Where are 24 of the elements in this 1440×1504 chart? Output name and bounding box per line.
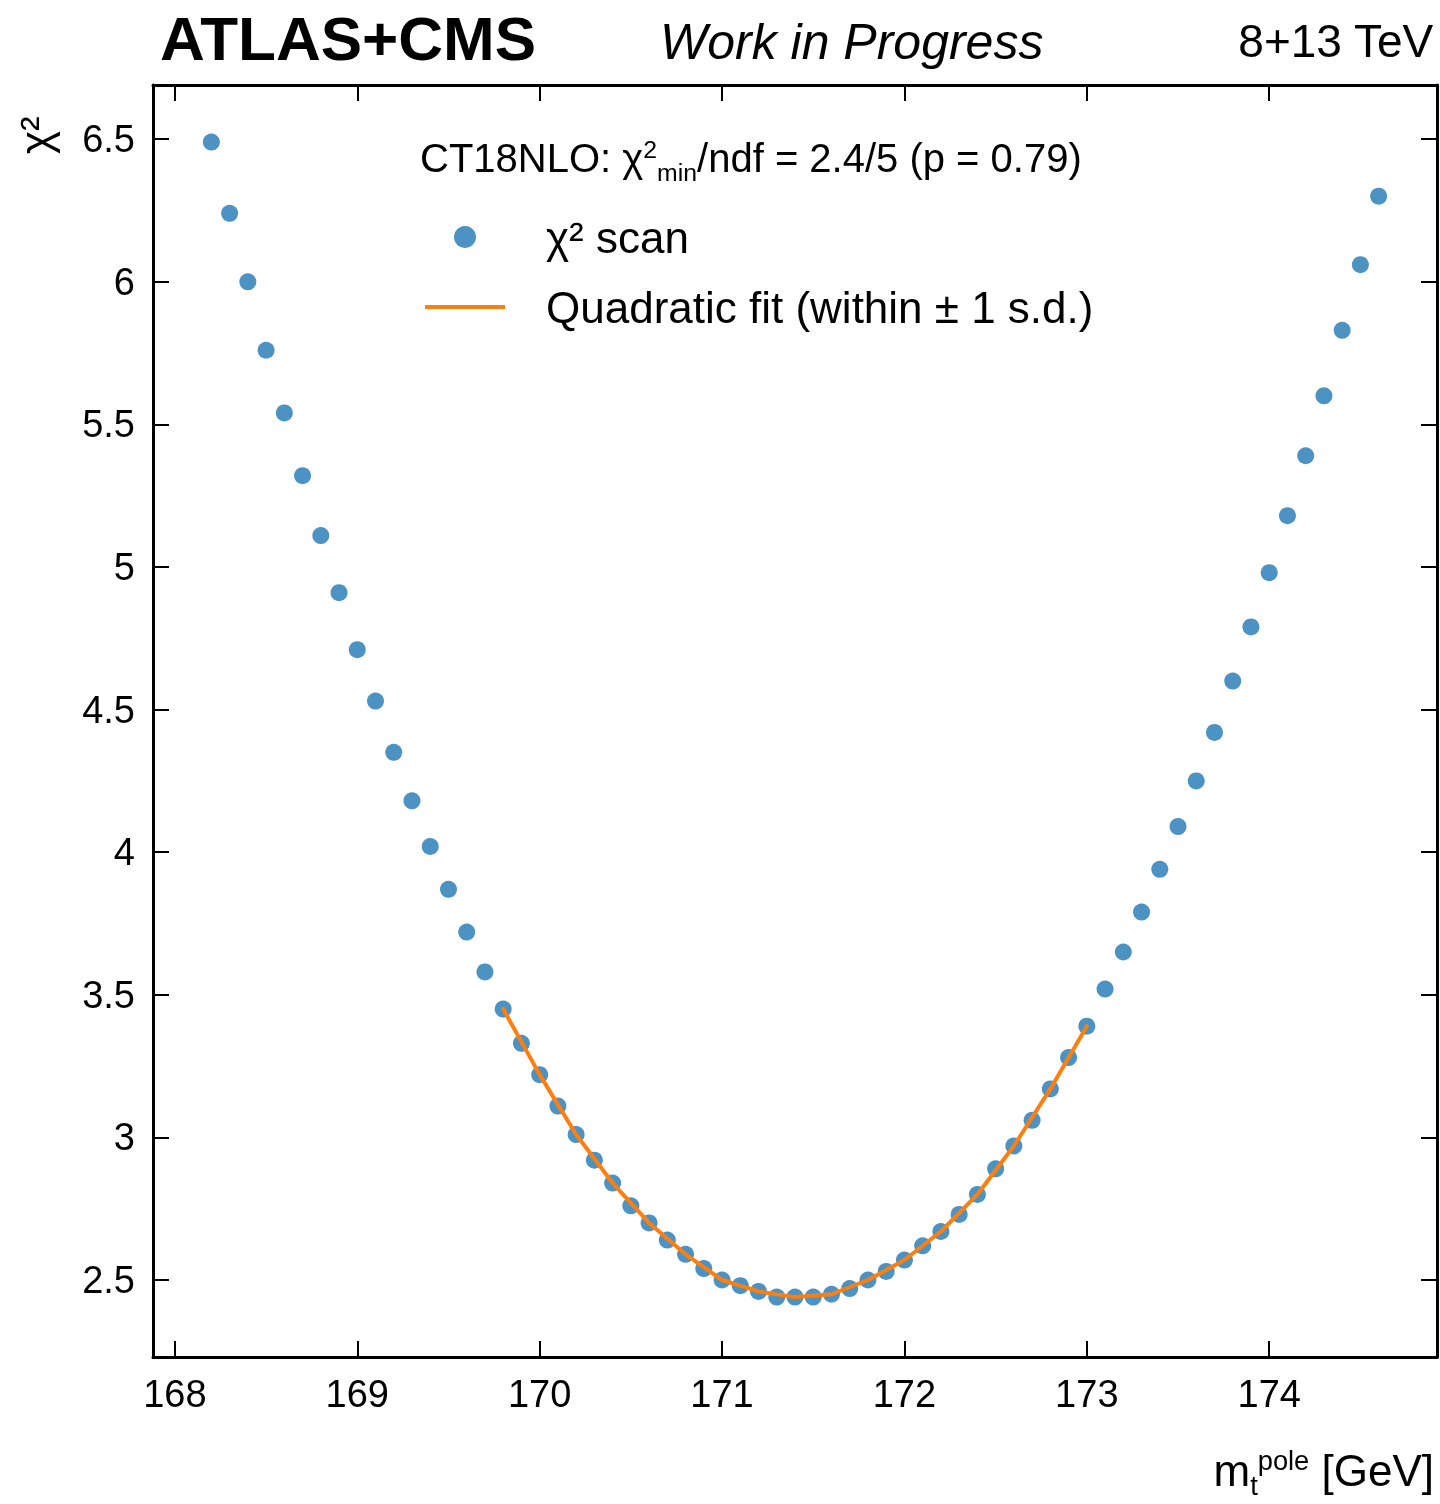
y-tick-label: 5.5 — [82, 403, 135, 446]
legend-title: CT18NLO: χ$^{2}$$_{min}$/ndf = 2.4/5 (p = 0.79) — [420, 136, 1082, 187]
x-tick-label: 174 — [1237, 1373, 1301, 1415]
x-tick-label: 170 — [507, 1373, 572, 1415]
y-axis-title: χ² — [11, 116, 60, 154]
y-tick-label: 3.5 — [82, 973, 135, 1016]
y-tick-label: 6 — [113, 260, 135, 303]
chart-title: ATLAS+CMS — [160, 3, 537, 73]
x-tick-label: 168 — [143, 1373, 207, 1415]
x-tick-label: 169 — [325, 1373, 389, 1415]
y-tick-label: 6.5 — [82, 118, 135, 161]
y-tick-label: 3 — [113, 1116, 135, 1159]
legend-label: Quadratic fit (within ± 1 s.d.) — [546, 282, 1094, 332]
x-tick-label: 173 — [1055, 1373, 1119, 1415]
x-tick-label: 172 — [872, 1373, 937, 1415]
y-tick-label: 5 — [113, 545, 135, 588]
legend-label: χ² scan — [546, 212, 689, 262]
y-tick-label: 4 — [113, 831, 135, 874]
x-tick-label: 171 — [690, 1373, 754, 1415]
y-tick-label: 2.5 — [82, 1259, 135, 1301]
chart-subtitle: Work in Progress — [660, 14, 1044, 70]
y-tick-label: 4.5 — [82, 688, 135, 731]
x-axis-title: m$_{t}$$^{pole}$ [GeV] — [1213, 1445, 1434, 1502]
text: 8+13 TeV — [1238, 15, 1434, 67]
